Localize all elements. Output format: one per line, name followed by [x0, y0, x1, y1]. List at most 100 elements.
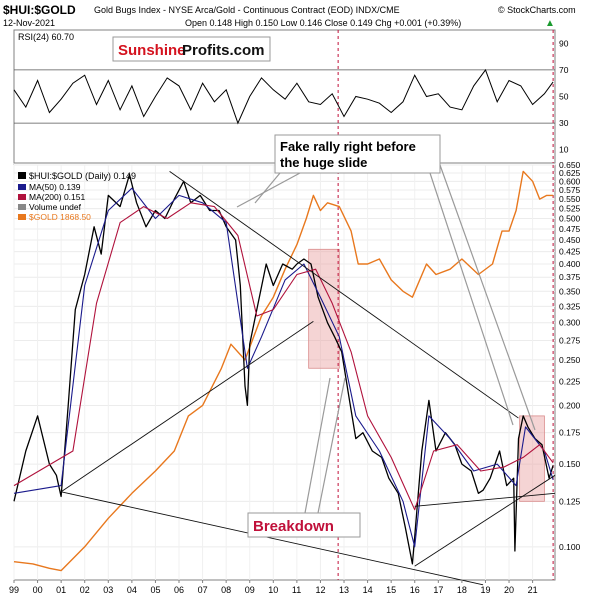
legend-swatch-ma50 — [18, 184, 26, 190]
y-tick-label: 0.125 — [559, 496, 581, 506]
y-tick-label: 0.100 — [559, 542, 581, 552]
x-tick-label: 11 — [292, 585, 301, 595]
callout-pointer-left-2 — [254, 172, 281, 204]
y-tick-label: 0.650 — [559, 160, 581, 170]
legend-swatch-volume — [18, 204, 26, 210]
x-tick-label: 08 — [221, 585, 231, 595]
y-tick-label: 0.225 — [559, 376, 581, 386]
x-tick-label: 21 — [528, 585, 538, 595]
x-tick-label: 05 — [150, 585, 160, 595]
sunshine-profits-logo: Sunshine Profits.com — [112, 36, 271, 62]
rsi-line — [13, 68, 554, 125]
trendline-rising-support — [60, 321, 314, 493]
breakdown-box — [247, 512, 361, 538]
rsi-label: RSI(24) 60.70 — [18, 32, 74, 42]
index-description: Gold Bugs Index - NYSE Arca/Gold - Conti… — [94, 5, 400, 15]
ma50-line — [13, 187, 554, 548]
x-tick-label: 20 — [504, 585, 514, 595]
rsi-tick-label: 90 — [559, 38, 569, 48]
x-tick-label: 18 — [457, 585, 467, 595]
legend-item-volume: Volume undef — [29, 202, 82, 212]
y-tick-label: 0.550 — [559, 194, 581, 204]
rsi-tick-label: 10 — [559, 145, 569, 155]
trendline-layer — [60, 171, 556, 586]
price-panel: 0.6500.6250.6000.5750.5500.5250.5000.475… — [9, 134, 581, 595]
y-tick-label: 0.325 — [559, 301, 581, 311]
fake-rally-callout: Fake rally right before the huge slide — [236, 134, 536, 431]
legend-item-ma50: MA(50) 0.139 — [29, 182, 81, 192]
legend-title-swatch — [18, 172, 26, 179]
y-tick-label: 0.300 — [559, 318, 581, 328]
x-tick-label: 03 — [103, 585, 113, 595]
copyright: © StockCharts.com — [498, 5, 576, 15]
legend-item-gold: $GOLD 1868.50 — [29, 212, 91, 222]
fake-rally-box — [274, 134, 441, 174]
x-tick-label: 07 — [198, 585, 208, 595]
y-tick-label: 0.375 — [559, 272, 581, 282]
x-tick-label: 15 — [386, 585, 396, 595]
y-tick-label: 0.400 — [559, 259, 581, 269]
x-tick-label: 04 — [127, 585, 137, 595]
trendline-lower-channel — [61, 491, 484, 586]
x-tick-label: 01 — [56, 585, 66, 595]
date-label: 12-Nov-2021 — [3, 18, 55, 28]
y-tick-label: 0.175 — [559, 428, 581, 438]
y-tick-label: 0.350 — [559, 286, 581, 296]
x-tick-label: 16 — [410, 585, 420, 595]
logo-box — [112, 36, 271, 62]
rsi-tick-label: 50 — [559, 92, 569, 102]
quote-line: Open 0.148 High 0.150 Low 0.146 Close 0.… — [185, 18, 461, 28]
logo-part2: Profits.com — [182, 42, 265, 59]
x-tick-label: 99 — [9, 585, 19, 595]
gold-price-line — [13, 170, 554, 572]
x-tick-label: 10 — [268, 585, 278, 595]
logo-part1: Sunshine — [118, 42, 186, 59]
highlight-layer — [308, 248, 545, 502]
series-layer — [13, 170, 554, 572]
symbol-title: $HUI:$GOLD — [3, 3, 76, 17]
legend-swatch-ma200 — [18, 194, 26, 200]
y-axis: 0.6500.6250.6000.5750.5500.5250.5000.475… — [559, 160, 581, 552]
rsi-axis: 90 70 50 30 10 — [559, 38, 569, 154]
x-tick-label: 19 — [480, 585, 490, 595]
breakdown-text: Breakdown — [253, 518, 334, 535]
callout-pointer-right-2 — [439, 164, 536, 431]
y-tick-label: 0.525 — [559, 204, 581, 214]
callout-pointer-left — [236, 172, 301, 208]
y-tick-label: 0.425 — [559, 247, 581, 257]
y-tick-label: 0.200 — [559, 400, 581, 410]
breakdown-callout: Breakdown — [247, 377, 361, 538]
x-tick-label: 17 — [433, 585, 443, 595]
y-tick-label: 0.625 — [559, 168, 581, 178]
y-tick-label: 0.600 — [559, 176, 581, 186]
x-tick-label: 06 — [174, 585, 184, 595]
x-tick-label: 09 — [245, 585, 255, 595]
y-tick-label: 0.575 — [559, 185, 581, 195]
y-tick-label: 0.250 — [559, 355, 581, 365]
fake-rally-text-1: Fake rally right before — [280, 139, 416, 154]
breakdown-pointer-2 — [317, 377, 346, 514]
x-tick-label: 13 — [339, 585, 349, 595]
breakdown-pointer-1 — [304, 377, 331, 514]
y-tick-label: 0.450 — [559, 235, 581, 245]
trendline-lower-wedge-rising — [414, 474, 556, 567]
y-tick-label: 0.500 — [559, 214, 581, 224]
y-tick-label: 0.475 — [559, 224, 581, 234]
rsi-tick-label: 30 — [559, 118, 569, 128]
x-tick-label: 12 — [315, 585, 325, 595]
legend-swatch-gold — [18, 214, 26, 220]
y-tick-label: 0.275 — [559, 335, 581, 345]
trendline-upper-resistance — [169, 171, 519, 419]
y-tick-label: 0.150 — [559, 459, 581, 469]
x-tick-label: 00 — [33, 585, 43, 595]
x-tick-label: 14 — [363, 585, 373, 595]
highlight-zone — [519, 415, 545, 502]
hui-gold-line — [13, 173, 554, 565]
quote-up-arrow-icon: ▲ — [545, 18, 555, 29]
legend: $HUI:$GOLD (Daily) 0.149 MA(50) 0.139 MA… — [18, 171, 136, 222]
trendline-breakdown-line — [414, 492, 556, 507]
x-axis: 99 00 01 02 03 04 05 06 07 08 09 10 11 12 13 14 15 16 17 18… — [9, 580, 538, 595]
x-tick-label: 02 — [80, 585, 90, 595]
